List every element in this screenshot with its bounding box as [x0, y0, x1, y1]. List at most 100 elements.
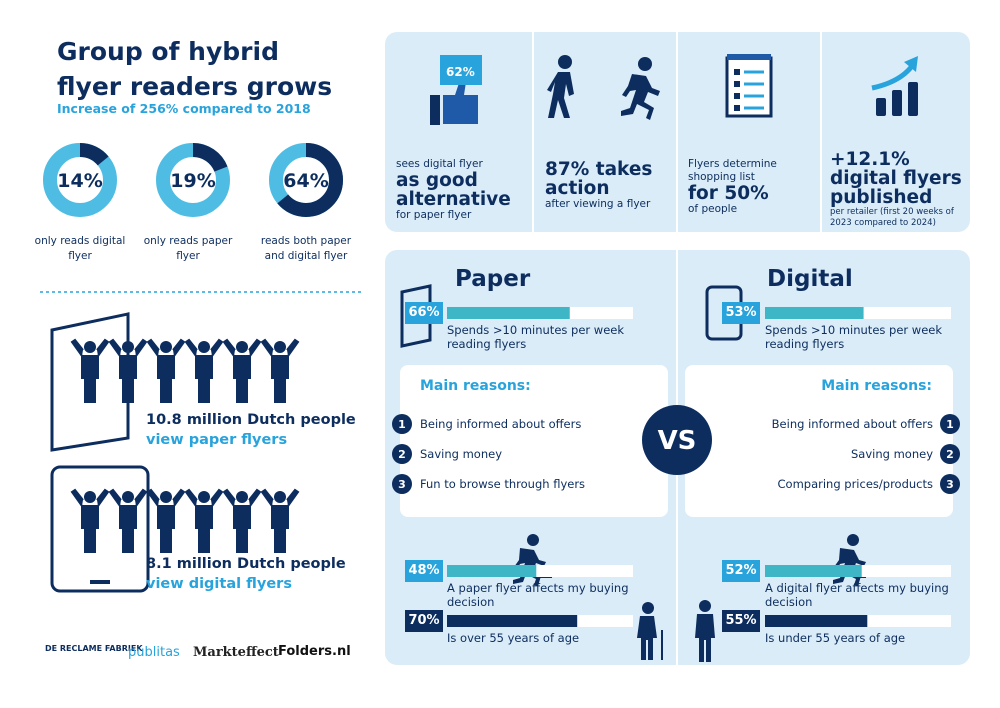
- title-line: Group of hybrid: [57, 37, 279, 66]
- badge: 55%: [722, 610, 760, 632]
- bar-text: Is over 55 years of age: [447, 631, 580, 645]
- growth-icon: [871, 56, 918, 116]
- reason: Saving money: [851, 447, 933, 461]
- donut-caption: reads both paper and digital flyer: [260, 235, 352, 262]
- decoration: [876, 98, 886, 116]
- badge: 66%: [405, 302, 443, 324]
- logo: Folders.nl: [278, 644, 351, 659]
- reason: Being informed about offers: [771, 417, 933, 431]
- person-body: [108, 488, 148, 553]
- big: for 50%: [688, 183, 769, 204]
- decoration: [642, 602, 654, 614]
- bar-text: Spends >10 minutes per week reading flye…: [765, 323, 943, 351]
- person-head: [160, 341, 172, 353]
- decoration: [871, 64, 914, 91]
- donut-label: 19%: [170, 170, 215, 192]
- people-stat: 10.8 million Dutch people view paper flye…: [146, 410, 356, 450]
- reason-number-bg: [392, 474, 412, 494]
- stat: +12.1% digital flyers published per retai…: [830, 150, 970, 229]
- decoration: [90, 580, 110, 584]
- donut-arc: [269, 143, 343, 217]
- decoration: [744, 70, 764, 110]
- logo: Markteffect: [193, 645, 279, 660]
- badge: 53%: [722, 302, 760, 324]
- decoration: [621, 74, 660, 120]
- logo: publitas: [128, 645, 180, 660]
- reason-box: [400, 365, 668, 517]
- decoration: [734, 105, 740, 111]
- decoration: [400, 284, 432, 348]
- badge: 70%: [405, 610, 443, 632]
- donut-label: 64%: [283, 170, 328, 192]
- person-head: [198, 341, 210, 353]
- reason-number-bg: [940, 414, 960, 434]
- reason-number: 2: [946, 448, 954, 461]
- big: +12.1% digital flyers published: [830, 149, 962, 208]
- decoration: [727, 54, 771, 60]
- post: for paper flyer: [396, 209, 472, 221]
- reason: Fun to browse through flyers: [420, 477, 586, 491]
- badge: 48%: [405, 560, 443, 582]
- person-head: [198, 491, 210, 503]
- person-head: [122, 491, 134, 503]
- person-body: [70, 338, 110, 403]
- logo: DE RECLAME FABRIEK: [45, 644, 143, 653]
- people-stat: 8.1 million Dutch people view digital fly…: [146, 554, 346, 594]
- elder-icon: [637, 602, 663, 660]
- decoration: [699, 600, 711, 612]
- stat: 87% takes action after viewing a flyer: [545, 160, 665, 211]
- bar-text: A digital flyer affects my buying decisi…: [765, 581, 949, 609]
- count: 10.8 million Dutch people: [146, 412, 356, 428]
- bar: [765, 307, 864, 319]
- count: 8.1 million Dutch people: [146, 556, 346, 572]
- person-head: [236, 341, 248, 353]
- decoration: [638, 57, 652, 71]
- person-body: [70, 488, 110, 553]
- decoration: [847, 534, 859, 546]
- donut-arc: [43, 143, 117, 217]
- person-body: [260, 488, 300, 553]
- decoration: [547, 72, 574, 118]
- reasons-title: Main reasons:: [821, 378, 932, 394]
- decoration: [440, 55, 482, 85]
- decoration: [734, 81, 740, 87]
- person-head: [274, 491, 286, 503]
- badge: 62%: [446, 65, 475, 79]
- decoration: [734, 69, 740, 75]
- stat: Flyers determine shopping list for 50% of …: [688, 158, 808, 216]
- bar: [447, 307, 570, 319]
- person-body: [184, 488, 224, 553]
- reason-number: 3: [398, 478, 406, 491]
- person-body: [146, 338, 186, 403]
- reason-number-bg: [940, 444, 960, 464]
- section-title: Paper: [455, 266, 531, 292]
- subtitle: Increase of 256% compared to 2018: [57, 101, 311, 116]
- book-icon: [400, 284, 432, 348]
- person-head: [274, 341, 286, 353]
- person-head: [160, 491, 172, 503]
- person-head: [84, 341, 96, 353]
- label: view digital flyers: [146, 576, 292, 592]
- decoration: [527, 534, 539, 546]
- bar-text: Is under 55 years of age: [765, 631, 906, 645]
- pre: sees digital flyer: [396, 158, 483, 170]
- tablet-outline: [50, 465, 150, 593]
- section-title: Digital: [767, 266, 853, 292]
- bar: [447, 615, 578, 627]
- stat: sees digital flyer as good alternative for…: [396, 158, 536, 222]
- decoration: [892, 90, 902, 116]
- young-icon: [695, 600, 715, 662]
- walk-icon: [547, 55, 660, 120]
- people-icons: [70, 338, 300, 553]
- bar: [447, 565, 537, 577]
- decoration: [50, 465, 150, 593]
- bar-text: A paper flyer affects my buying decision: [447, 581, 629, 609]
- decoration: [637, 616, 657, 660]
- donut-label: 14%: [57, 170, 102, 192]
- bar: [765, 615, 868, 627]
- big: 87% takes action: [545, 159, 653, 199]
- list-icon: [725, 54, 773, 118]
- reason-number: 2: [398, 448, 406, 461]
- reason-number: 1: [398, 418, 406, 431]
